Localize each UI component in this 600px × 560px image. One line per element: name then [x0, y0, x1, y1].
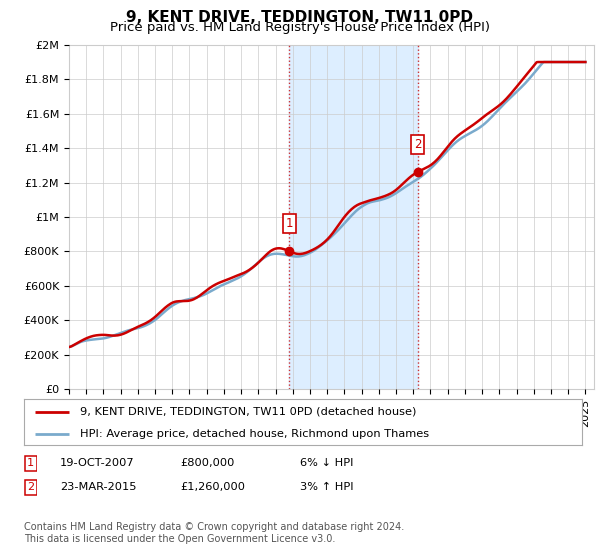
Text: Contains HM Land Registry data © Crown copyright and database right 2024.
This d: Contains HM Land Registry data © Crown c…	[24, 522, 404, 544]
Text: 19-OCT-2007: 19-OCT-2007	[60, 458, 134, 468]
Text: 9, KENT DRIVE, TEDDINGTON, TW11 0PD: 9, KENT DRIVE, TEDDINGTON, TW11 0PD	[127, 10, 473, 25]
Text: £800,000: £800,000	[180, 458, 235, 468]
Text: 23-MAR-2015: 23-MAR-2015	[60, 482, 137, 492]
Text: 9, KENT DRIVE, TEDDINGTON, TW11 0PD (detached house): 9, KENT DRIVE, TEDDINGTON, TW11 0PD (det…	[80, 407, 416, 417]
Text: 1: 1	[286, 217, 293, 230]
Text: 2: 2	[27, 482, 34, 492]
Text: 6% ↓ HPI: 6% ↓ HPI	[300, 458, 353, 468]
Text: £1,260,000: £1,260,000	[180, 482, 245, 492]
Text: Price paid vs. HM Land Registry's House Price Index (HPI): Price paid vs. HM Land Registry's House …	[110, 21, 490, 34]
Text: 1: 1	[27, 458, 34, 468]
FancyBboxPatch shape	[25, 479, 37, 495]
FancyBboxPatch shape	[25, 456, 37, 470]
Text: 2: 2	[414, 138, 421, 151]
Bar	[289, 45, 418, 389]
Text: HPI: Average price, detached house, Richmond upon Thames: HPI: Average price, detached house, Rich…	[80, 429, 429, 438]
Text: 3% ↑ HPI: 3% ↑ HPI	[300, 482, 353, 492]
